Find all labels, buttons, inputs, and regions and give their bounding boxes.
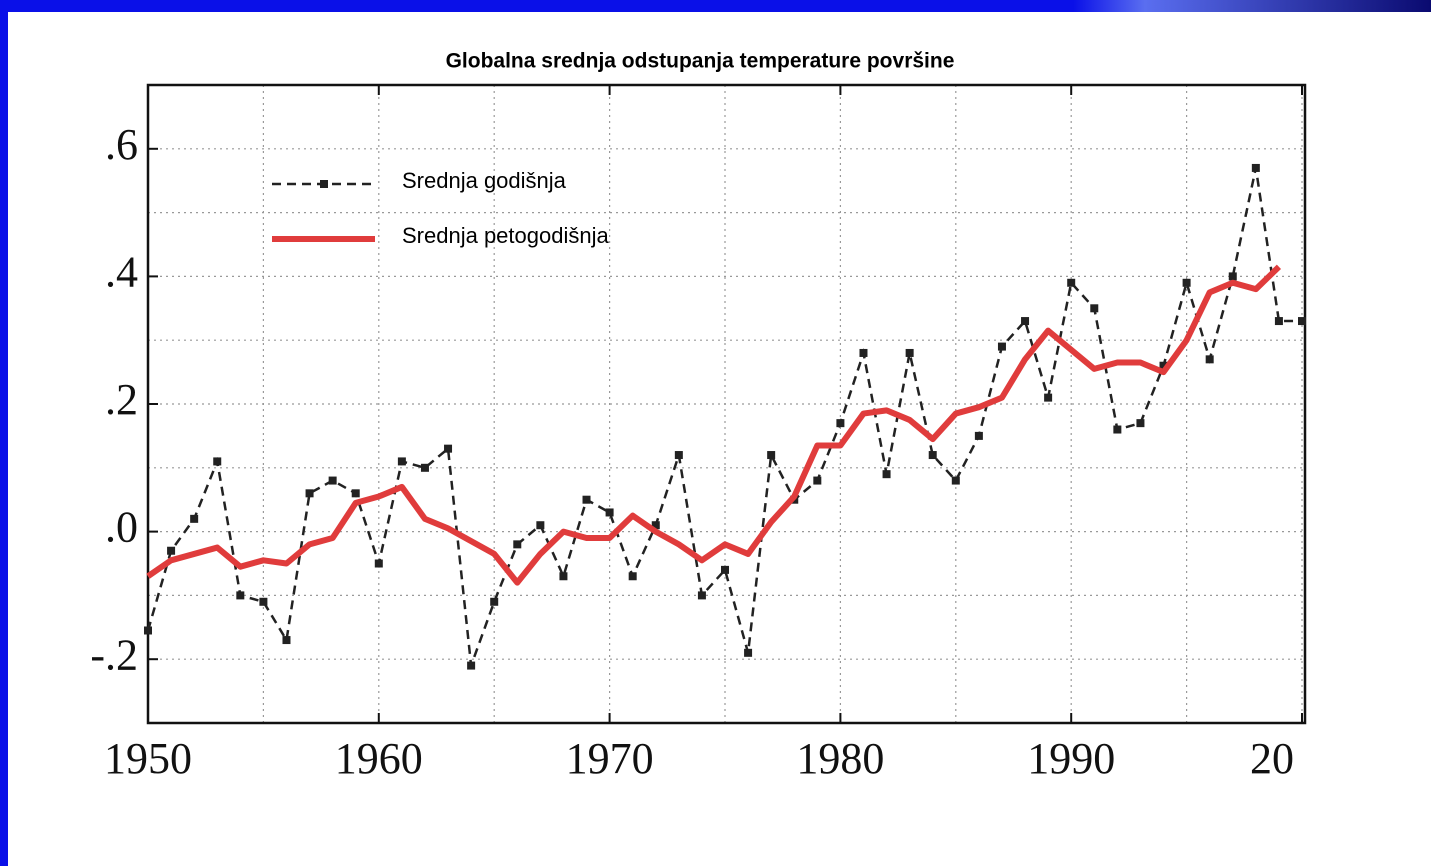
point-marker (836, 419, 845, 428)
x-tick-label: 1990 (1027, 734, 1115, 783)
point-marker (928, 451, 937, 460)
point-marker (744, 648, 753, 657)
point-marker (882, 470, 891, 479)
point-marker (628, 572, 637, 581)
mean-line (146, 264, 1282, 586)
point-marker (236, 591, 245, 600)
point-marker (767, 451, 776, 460)
point-marker (167, 546, 176, 555)
point-marker (213, 457, 222, 466)
point-marker (813, 476, 822, 485)
y-tick-label: .0 (105, 503, 138, 552)
point-marker (190, 514, 199, 523)
point-marker (374, 559, 383, 568)
point-marker (905, 348, 914, 357)
point-marker (697, 591, 706, 600)
point-marker (559, 572, 568, 581)
point-marker (674, 451, 683, 460)
point-marker (282, 636, 291, 645)
point-marker (1090, 304, 1099, 313)
point-marker (1044, 393, 1053, 402)
x-tick-label: 1980 (796, 734, 884, 783)
plot-frame (146, 83, 1307, 725)
point-marker (859, 348, 868, 357)
point-marker (397, 457, 406, 466)
point-marker (582, 495, 591, 504)
x-tick-label: 1960 (335, 734, 423, 783)
point-marker (1251, 163, 1260, 172)
point-marker (144, 626, 152, 635)
slide-bar (0, 0, 1431, 12)
point-marker (513, 540, 522, 549)
point-marker (1067, 278, 1076, 287)
point-marker (259, 597, 268, 606)
point-marker (1205, 355, 1214, 364)
point-marker (1136, 419, 1145, 428)
point-marker (974, 431, 983, 440)
point-marker (305, 489, 314, 498)
point-marker (1274, 317, 1283, 326)
point-marker (651, 521, 660, 530)
point-marker (951, 476, 960, 485)
point-marker (1298, 317, 1306, 326)
x-tick-label: 1970 (566, 734, 654, 783)
chart-title: Globalna srednja odstupanja temperature … (446, 50, 955, 73)
point-marker (1182, 278, 1191, 287)
point-marker (1228, 272, 1237, 281)
x-tick-label: 1950 (104, 734, 192, 783)
point-marker (420, 463, 429, 472)
point-marker (1113, 425, 1122, 434)
point-marker (997, 342, 1006, 351)
point-marker (328, 476, 337, 485)
legend-label: Srednja godišnja (402, 168, 567, 193)
y-tick-label: .2 (105, 375, 138, 424)
y-tick-label: -.2 (90, 630, 138, 679)
point-marker (721, 565, 729, 574)
point-marker (467, 661, 476, 670)
legend-marker (320, 180, 328, 188)
point-marker (351, 489, 360, 498)
point-marker (1159, 361, 1168, 370)
slide-background (8, 12, 1431, 866)
point-marker (490, 597, 499, 606)
point-marker (536, 521, 545, 530)
x-tick-label: 20 (1250, 734, 1294, 783)
point-marker (1021, 317, 1030, 326)
point-marker (605, 508, 614, 517)
annual-line (146, 167, 1302, 667)
legend-label: Srednja petogodišnja (402, 223, 609, 248)
y-tick-label: .4 (105, 247, 138, 296)
y-tick-label: .6 (105, 120, 138, 169)
point-marker (444, 444, 453, 453)
